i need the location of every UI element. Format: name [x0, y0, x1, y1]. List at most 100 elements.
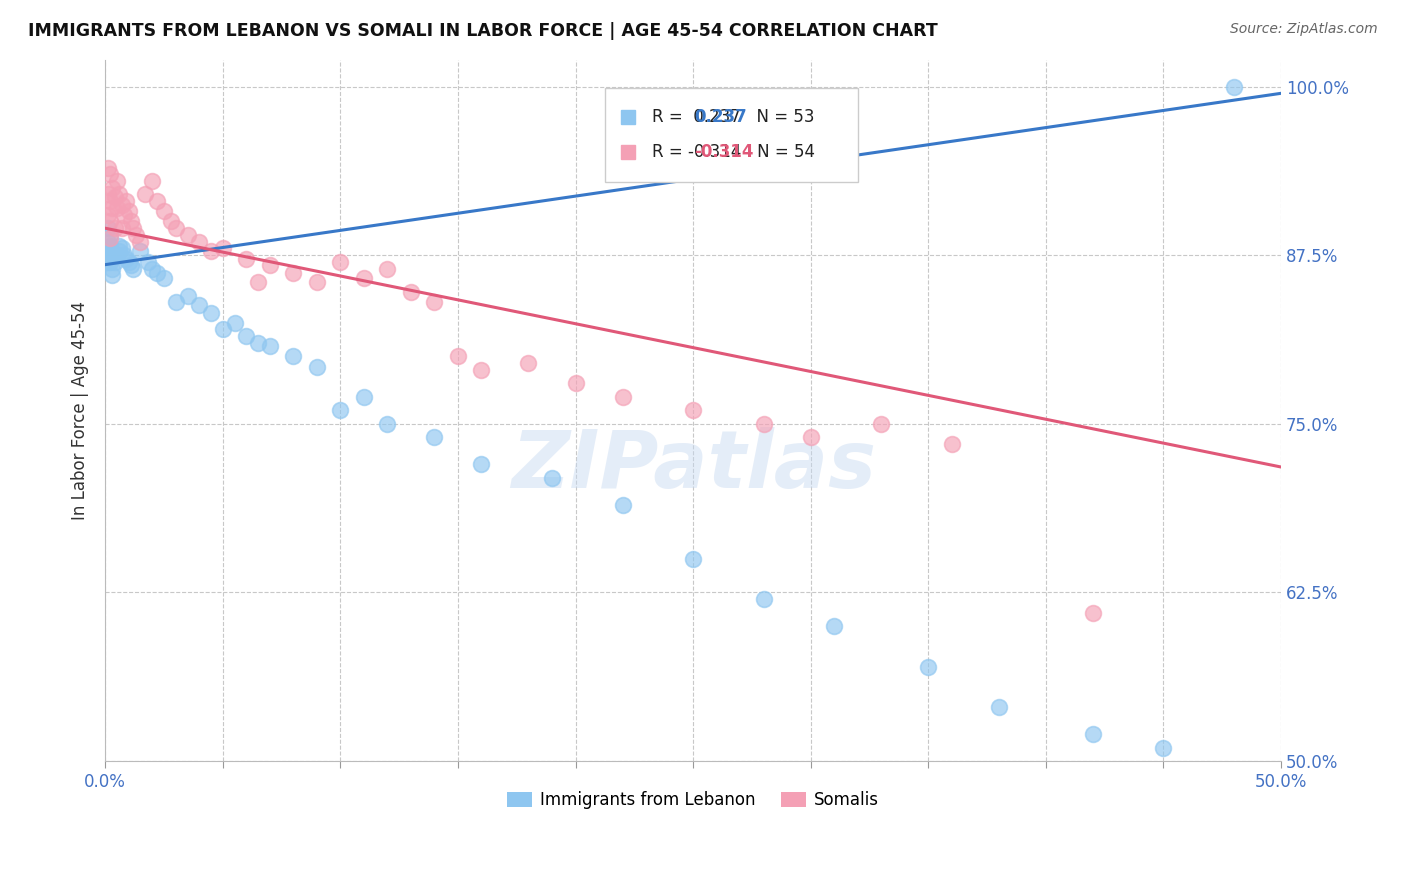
Point — [353, 390, 375, 404]
Point — [105, 248, 128, 262]
Point — [97, 161, 120, 175]
Point — [104, 190, 127, 204]
Point — [259, 338, 281, 352]
Point — [97, 255, 120, 269]
Point — [211, 322, 233, 336]
Text: IMMIGRANTS FROM LEBANON VS SOMALI IN LABOR FORCE | AGE 45-54 CORRELATION CHART: IMMIGRANTS FROM LEBANON VS SOMALI IN LAB… — [28, 22, 938, 40]
Point — [165, 221, 187, 235]
Text: R = -0.314   N = 54: R = -0.314 N = 54 — [652, 144, 815, 161]
Point — [108, 239, 131, 253]
Point — [200, 244, 222, 259]
Point — [1081, 606, 1104, 620]
Point — [98, 194, 121, 209]
Point — [112, 248, 135, 262]
Point — [870, 417, 893, 431]
Point — [564, 376, 586, 391]
Point — [141, 261, 163, 276]
Point — [125, 227, 148, 242]
Point — [800, 430, 823, 444]
Point — [247, 275, 270, 289]
Point — [98, 239, 121, 253]
Point — [129, 235, 152, 249]
Point — [188, 235, 211, 249]
Point — [129, 244, 152, 259]
Text: Source: ZipAtlas.com: Source: ZipAtlas.com — [1230, 22, 1378, 37]
Point — [118, 203, 141, 218]
Point — [1223, 79, 1246, 94]
Point — [101, 248, 124, 262]
Point — [136, 255, 159, 269]
Point — [97, 248, 120, 262]
Y-axis label: In Labor Force | Age 45-54: In Labor Force | Age 45-54 — [72, 301, 89, 520]
Point — [235, 329, 257, 343]
Point — [283, 266, 305, 280]
Point — [470, 363, 492, 377]
Point — [987, 700, 1010, 714]
Point — [517, 356, 540, 370]
Point — [98, 214, 121, 228]
Point — [165, 295, 187, 310]
Point — [97, 187, 120, 202]
Point — [105, 174, 128, 188]
Point — [1152, 740, 1174, 755]
Point — [101, 180, 124, 194]
Point — [423, 295, 446, 310]
Point — [377, 261, 399, 276]
Point — [541, 471, 564, 485]
Point — [146, 194, 169, 209]
Point — [101, 261, 124, 276]
Point — [122, 221, 145, 235]
Point — [259, 258, 281, 272]
Text: -0.314: -0.314 — [695, 144, 754, 161]
Point — [108, 244, 131, 259]
Point — [104, 255, 127, 269]
Point — [134, 187, 156, 202]
Text: ZIPatlas: ZIPatlas — [510, 427, 876, 506]
Point — [399, 285, 422, 299]
Point — [111, 242, 134, 256]
Point — [917, 659, 939, 673]
Point — [941, 437, 963, 451]
Point — [612, 390, 634, 404]
Point — [235, 252, 257, 267]
Point — [120, 214, 142, 228]
Point — [752, 592, 775, 607]
Point — [118, 255, 141, 269]
Point — [224, 316, 246, 330]
Point — [98, 230, 121, 244]
Point — [176, 227, 198, 242]
Point — [823, 619, 845, 633]
Point — [111, 198, 134, 212]
Point — [97, 221, 120, 235]
Point — [470, 458, 492, 472]
Text: R =  0.237   N = 53: R = 0.237 N = 53 — [652, 108, 814, 126]
Point — [98, 244, 121, 259]
Point — [98, 167, 121, 181]
Point — [101, 268, 124, 283]
Point — [752, 417, 775, 431]
Point — [120, 258, 142, 272]
Point — [447, 350, 470, 364]
Text: 0.237: 0.237 — [695, 108, 747, 126]
Point — [105, 201, 128, 215]
Legend: Immigrants from Lebanon, Somalis: Immigrants from Lebanon, Somalis — [501, 785, 886, 816]
Point — [115, 252, 138, 267]
Point — [146, 266, 169, 280]
Point — [101, 201, 124, 215]
Point — [211, 242, 233, 256]
Point — [305, 275, 328, 289]
Point — [176, 288, 198, 302]
Point — [612, 498, 634, 512]
Point — [97, 235, 120, 249]
FancyBboxPatch shape — [605, 87, 858, 182]
Point — [153, 203, 176, 218]
Point — [353, 271, 375, 285]
Point — [111, 221, 134, 235]
Point — [329, 255, 352, 269]
Point — [108, 187, 131, 202]
Point — [283, 350, 305, 364]
Point — [97, 208, 120, 222]
Point — [104, 221, 127, 235]
Point — [188, 298, 211, 312]
Point — [305, 360, 328, 375]
